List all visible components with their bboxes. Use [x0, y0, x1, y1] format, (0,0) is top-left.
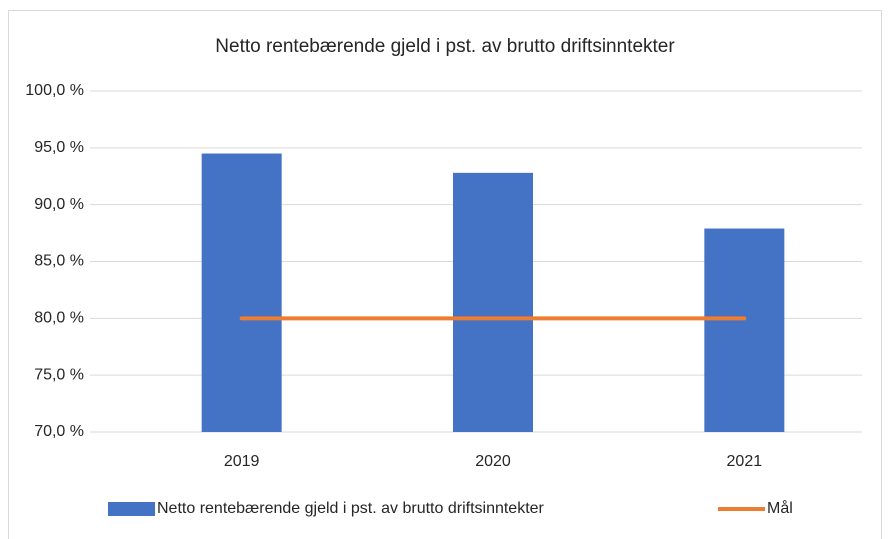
- bar: [704, 228, 785, 432]
- bar: [453, 172, 533, 432]
- chart-frame: [8, 10, 882, 539]
- y-tick-label: 75,0 %: [34, 366, 84, 383]
- legend-label: Netto rentebærende gjeld i pst. av brutt…: [157, 500, 545, 517]
- legend-label: Mål: [767, 499, 793, 517]
- y-tick-label: 80,0 %: [34, 310, 84, 327]
- chart-title: Netto rentebærende gjeld i pst. av brutt…: [215, 36, 675, 57]
- x-tick-label: 2021: [727, 453, 763, 470]
- y-tick-label: 95,0 %: [34, 139, 84, 156]
- y-tick-label: 85,0 %: [34, 253, 84, 270]
- legend-swatch: [108, 502, 155, 516]
- y-tick-label: 70,0 %: [34, 423, 84, 440]
- y-tick-label: 90,0 %: [34, 196, 84, 213]
- x-tick-label: 2019: [224, 453, 260, 470]
- x-tick-label: 2020: [475, 453, 511, 470]
- y-tick-label: 100,0 %: [25, 82, 84, 99]
- bar: [201, 153, 282, 432]
